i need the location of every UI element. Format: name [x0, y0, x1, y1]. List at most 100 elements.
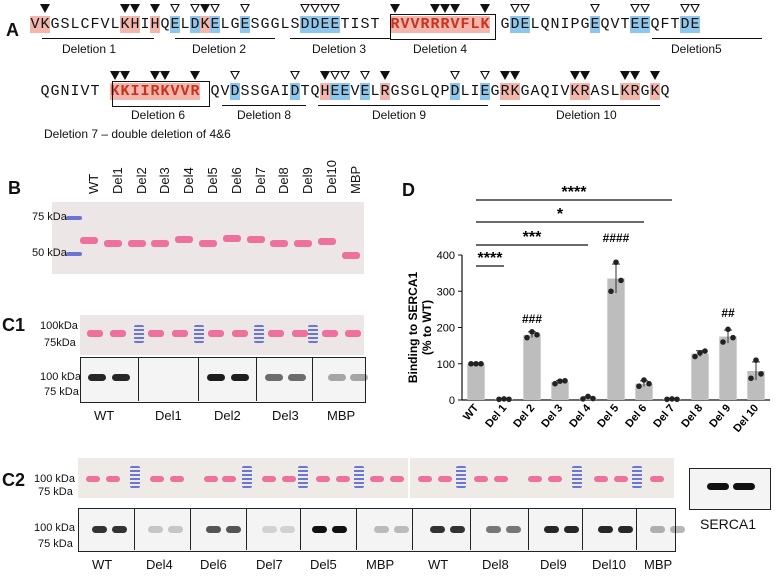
bar [467, 363, 485, 400]
panel-c1-marker-100: 100kDa [40, 320, 78, 332]
panel-c2-gel-band [150, 476, 164, 482]
panel-c2-group-label: Del9 [540, 557, 567, 572]
filled-triangle-marker [190, 71, 200, 80]
panel-c2-gel-band [474, 476, 488, 482]
panel-c1-blot-divider [138, 357, 139, 401]
panel-b-lane-label: Del6 [228, 167, 244, 194]
panel-b-gel [52, 202, 364, 274]
filled-triangle-marker [430, 4, 440, 13]
panel-c2-gel-band [86, 476, 100, 482]
panel-c2-blot-band [280, 526, 295, 533]
row2-residue: R [500, 83, 510, 100]
serca1-blot [689, 468, 771, 510]
row2-residue: E [360, 83, 370, 100]
row1-residue: H [150, 16, 160, 33]
row1-residue: E [520, 16, 530, 33]
panel-c2-blot-divider [582, 508, 583, 550]
row2-residue: K [650, 83, 660, 100]
panel-c2-blot-band [226, 526, 241, 533]
panel-c1-blot-marker-100: 100 kDa [40, 371, 81, 383]
row1-residue: G [230, 16, 240, 33]
deletion-9-label: Deletion 9 [372, 108, 427, 122]
row2-residue: Q [40, 83, 50, 100]
data-point [562, 377, 568, 384]
panel-c1-gel-band [110, 330, 126, 337]
row1-residue: V [400, 16, 410, 33]
panel-c2-gel-band [204, 476, 218, 482]
row1-residue: G [580, 16, 590, 33]
row2-residue: G [260, 83, 270, 100]
row1-residue: T [370, 16, 380, 33]
panel-c2-blot-divider [190, 508, 191, 550]
panel-c2-group-label: Del4 [146, 557, 173, 572]
open-triangle-marker [680, 4, 690, 13]
data-point [758, 371, 764, 377]
panel-c2-blot-band [506, 526, 521, 533]
open-triangle-marker [210, 4, 220, 13]
panel-c2-marker-ladder [632, 466, 642, 488]
panel-c2-blot-band [206, 526, 221, 533]
data-point [613, 259, 619, 266]
row2-residue: V [560, 83, 570, 100]
filled-triangle-marker [630, 71, 640, 80]
row1-residue: V [100, 16, 110, 33]
row2-residue: T [90, 83, 100, 100]
deletion-9-line [318, 105, 488, 106]
bar [495, 399, 513, 400]
x-tick-label: Del 3 [539, 402, 565, 430]
row2-residue: G [390, 83, 400, 100]
panel-c2-blot-band [564, 526, 579, 533]
filled-triangle-marker [110, 71, 120, 80]
deletion-1-label: Deletion 1 [62, 42, 117, 56]
row2-residue: L [370, 83, 380, 100]
row2-residue: I [130, 83, 140, 100]
row1-residue: K [200, 16, 210, 33]
row2-residue [100, 83, 110, 100]
serca1-label: SERCA1 [700, 516, 757, 532]
panel-b-band [127, 240, 146, 247]
row1-residue: P [570, 16, 580, 33]
filled-triangle-marker [150, 4, 160, 13]
panel-b-band [151, 240, 170, 247]
row1-residue: L [530, 16, 540, 33]
panel-c2-gel-band [494, 476, 508, 482]
deletion-6-label: Deletion 6 [131, 108, 186, 122]
panel-c1-gel-band [87, 330, 103, 337]
row1-residue: L [470, 16, 480, 33]
deletion-5-line [652, 38, 762, 39]
panel-c2-gel-band [282, 476, 296, 482]
x-tick-label: Del 2 [511, 402, 537, 430]
row1-residue: K [40, 16, 50, 33]
bar [579, 398, 597, 400]
open-triangle-marker [630, 4, 640, 13]
open-triangle-marker [170, 4, 180, 13]
panel-c2-blot-band [112, 526, 127, 533]
panel-a-letter: A [6, 20, 19, 40]
deletion-3-label: Deletion 3 [312, 42, 367, 56]
panel-c1-marker-ladder [134, 325, 144, 343]
deletion-2-line [175, 38, 275, 39]
row1-residue: E [170, 16, 180, 33]
row2-residue: E [340, 83, 350, 100]
panel-c2-gel-band [336, 476, 350, 482]
row1-residue: C [80, 16, 90, 33]
deletion-5-label: Deletion5 [671, 42, 722, 56]
x-tick-label: Del 6 [623, 402, 649, 430]
data-point [730, 334, 736, 341]
data-point [557, 378, 563, 384]
x-tick-label: Del 1 [483, 402, 509, 430]
row1-residue: L [110, 16, 120, 33]
panel-c1-marker-75: 75kDa [44, 337, 76, 349]
data-point [748, 375, 754, 382]
data-point [529, 329, 535, 335]
panel-b-marker-50-label: 50 kDa [32, 247, 67, 259]
row1-residue: I [350, 16, 360, 33]
row1-residue: R [390, 16, 400, 33]
row2-residue: K [110, 83, 120, 100]
row1-residue: Q [540, 16, 550, 33]
x-tick-label: Del 10 [731, 402, 761, 435]
row2-residue: K [620, 83, 630, 100]
row1-residue: D [190, 16, 200, 33]
panel-c2-gel-band [438, 476, 452, 482]
bar [663, 399, 681, 400]
